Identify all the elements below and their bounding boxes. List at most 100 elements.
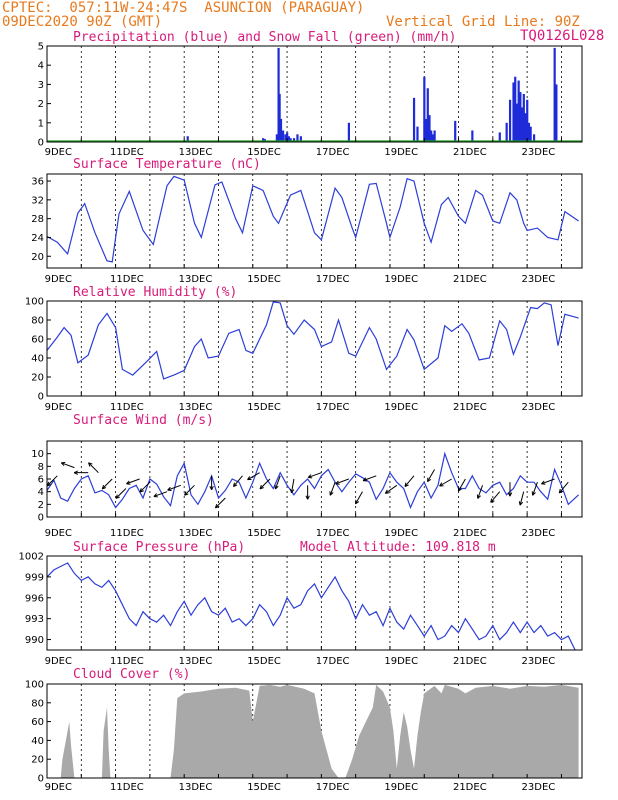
panel-1 [46,45,583,143]
y-tick-label: 36 [31,177,44,188]
panel-2 [46,173,583,269]
wind-arrow [385,484,398,494]
x-tick-label: 11DEC [110,147,144,158]
x-tick-label: 21DEC [453,402,487,413]
panel-3 [46,300,583,397]
precip-bar [289,138,292,142]
precip-bar [555,84,558,142]
y-tick-label: 4 [38,487,44,498]
y-tick-label: 990 [25,635,44,646]
wind-arrow-head [88,462,93,467]
precip-bar [508,99,512,142]
y-tick-label: 60 [31,335,44,346]
y-tick-label: 0 [38,513,44,524]
precip-bar [519,92,522,142]
x-tick-label: 9DEC [45,147,72,158]
precip-bar [423,76,426,142]
wind-arrow [362,475,377,482]
wind-arrow-head [115,494,120,499]
y-tick-label: 1 [38,118,44,129]
y-tick-label: 0 [38,774,44,785]
panel-6 [46,683,583,779]
precip-bar [281,130,285,142]
y-tick-label: 24 [31,233,44,244]
x-tick-label: 19DEC [384,656,418,667]
y-tick-label: 2 [38,99,44,110]
y-tick-label: 10 [31,449,44,460]
precip-bar [296,134,299,142]
x-tick-label: 23DEC [522,402,556,413]
x-tick-label: 19DEC [384,402,418,413]
wind-arrow [439,478,452,487]
wind-arrow-head [531,491,536,496]
wind-arrow-head [214,503,220,509]
precip-bar [515,103,519,142]
y-tick-label: 80 [31,316,44,327]
y-tick-label: 80 [31,698,44,709]
wind-arrow-head [335,480,340,485]
x-tick-label: 15DEC [247,528,281,539]
precip-bar [514,76,517,142]
precip-bar [522,94,525,142]
wind-arrow [427,469,435,482]
wind-arrow [101,478,113,490]
x-tick-label: 19DEC [384,782,418,793]
x-tick-label: 19DEC [384,528,418,539]
x-tick-label: 13DEC [179,274,213,285]
x-tick-label: 11DEC [110,274,144,285]
x-tick-label: 23DEC [522,528,556,539]
x-tick-label: 15DEC [247,782,281,793]
precip-bar [471,130,474,142]
x-tick-label: 15DEC [247,402,281,413]
wind-arrow [329,481,336,496]
y-tick-label: 100 [25,680,44,691]
x-tick-label: 13DEC [179,656,213,667]
y-tick-label: 40 [31,736,44,747]
precip-bar [279,118,283,142]
series-line [46,562,576,651]
series-line [46,451,580,510]
x-tick-label: 17DEC [316,147,350,158]
x-tick-label: 19DEC [384,147,418,158]
x-tick-label: 23DEC [522,656,556,667]
wind-arrow [215,497,226,509]
precip-bar [284,134,287,142]
wind-arrow-head [247,476,252,481]
panel-title: Surface Pressure (hPa) [73,540,245,555]
series-line [46,301,579,380]
panel-title: Cloud Cover (%) [73,667,190,682]
precip-bar [532,134,536,142]
wind-arrow-head [274,484,279,490]
precip-bar [424,118,428,142]
wind-arrow-head [558,488,564,494]
y-tick-label: 999 [25,572,44,583]
wind-arrow-head [355,499,360,505]
wind-arrow [308,472,322,478]
wind-arrow-head [541,480,546,485]
precip-bar [426,88,429,142]
x-tick-label: 9DEC [45,782,72,793]
wind-arrow [519,491,525,506]
wind-arrow [541,478,555,485]
wind-arrow-head [101,484,107,490]
precip-bar [286,132,289,142]
wind-arrow [532,481,538,496]
model-code: TQ0126L028 [520,28,605,44]
wind-arrow [477,485,484,499]
precip-bar [347,122,350,142]
wind-arrow-head [439,482,444,487]
wind-arrow-head [362,477,368,482]
precip-bar [299,136,302,142]
wind-arrow-head [307,474,313,479]
x-tick-label: 13DEC [179,402,213,413]
precip-bar [412,97,416,142]
x-tick-label: 17DEC [316,528,350,539]
x-tick-label: 9DEC [45,274,72,285]
wind-arrow [457,478,466,492]
wind-arrow-head [153,493,158,498]
wind-arrow-head [167,486,172,492]
precip-bar [278,94,281,142]
wind-arrow [47,475,58,487]
wind-arrow-head [259,484,264,490]
y-tick-label: 32 [31,195,44,206]
